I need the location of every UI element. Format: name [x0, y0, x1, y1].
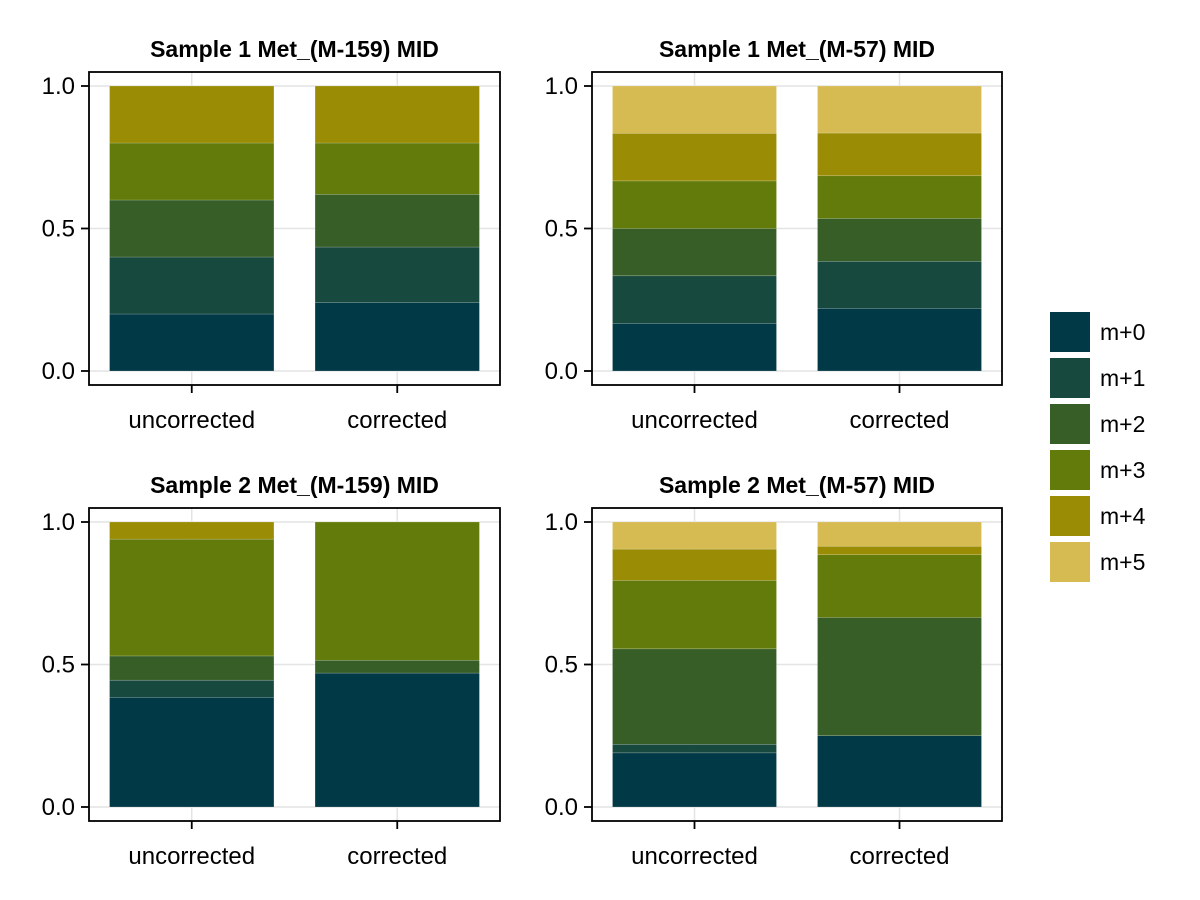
bar-segment-mplus5-uncorrected [612, 85, 777, 134]
bar-segment-mplus3-corrected [314, 142, 480, 195]
bar-segment-mplus0-corrected [817, 735, 982, 808]
y-tick-label: 0.0 [42, 358, 75, 385]
bar-segment-mplus0-corrected [817, 308, 982, 372]
bar-segment-mplus3-uncorrected [109, 142, 275, 201]
bar-segment-mplus1-corrected [817, 261, 982, 309]
legend-label: m+5 [1100, 549, 1145, 575]
bar-segment-mplus4-corrected [314, 85, 480, 144]
bar-segment-mplus0-uncorrected [109, 697, 275, 808]
legend-label: m+2 [1100, 411, 1145, 437]
bar-segment-mplus4-uncorrected [612, 133, 777, 182]
legend-label: m+3 [1100, 457, 1145, 483]
bar-segment-mplus3-uncorrected [612, 580, 777, 650]
bar-segment-mplus4-corrected [817, 545, 982, 556]
legend-label: m+0 [1100, 319, 1145, 345]
x-tick-label: uncorrected [128, 407, 255, 434]
legend-label: m+1 [1100, 365, 1145, 391]
y-tick-label: 0.0 [42, 794, 75, 821]
bar-segment-mplus3-uncorrected [612, 180, 777, 229]
x-tick-label: uncorrected [128, 843, 255, 870]
x-tick-label: corrected [849, 407, 949, 434]
chart-panels: Sample 1 Met_(M-159) MID 0.0 0.5 1.0 uncorre… [42, 36, 1003, 870]
bar-segment-mplus5-corrected [817, 85, 982, 134]
panel-title: Sample 2 Met_(M-159) MID [150, 472, 439, 498]
bar-segment-mplus0-corrected [314, 672, 480, 808]
legend-swatch-mplus3 [1050, 450, 1090, 490]
bar-segment-mplus2-corrected [817, 617, 982, 736]
y-tick-label: 1.0 [42, 73, 75, 100]
bar-segment-mplus3-corrected [314, 521, 480, 661]
panel-title: Sample 1 Met_(M-57) MID [659, 36, 935, 62]
bar-segment-mplus2-corrected [817, 218, 982, 262]
legend-swatch-mplus4 [1050, 496, 1090, 536]
y-tick-label: 0.5 [42, 216, 75, 243]
bar-segment-mplus5-uncorrected [612, 521, 777, 550]
bar-segment-mplus4-uncorrected [109, 85, 275, 144]
y-tick-label: 1.0 [42, 509, 75, 536]
bar-segment-mplus1-uncorrected [109, 679, 275, 698]
y-tick-label: 0.5 [545, 216, 578, 243]
bar-segment-mplus1-uncorrected [612, 275, 777, 324]
y-tick-label: 1.0 [545, 509, 578, 536]
legend-swatch-mplus5 [1050, 542, 1090, 582]
bar-segment-mplus2-corrected [314, 194, 480, 248]
chart-panel-4: Sample 2 Met_(M-57) MID 0.0 0.5 1.0 uncorrec… [545, 472, 1003, 870]
legend-swatch-mplus1 [1050, 358, 1090, 398]
bar-segment-mplus1-uncorrected [612, 744, 777, 754]
legend-label: m+4 [1100, 503, 1146, 529]
chart-panel-3: Sample 2 Met_(M-159) MID 0.0 0.5 1.0 uncorre… [42, 472, 501, 870]
bar-segment-mplus0-corrected [314, 302, 480, 372]
bar-segment-mplus5-corrected [817, 521, 982, 547]
bar-segment-mplus2-uncorrected [612, 228, 777, 277]
bar-segment-mplus4-uncorrected [612, 548, 777, 581]
bar-segment-mplus3-corrected [817, 175, 982, 219]
panel-title: Sample 2 Met_(M-57) MID [659, 472, 935, 498]
x-tick-label: corrected [849, 843, 949, 870]
y-tick-label: 0.0 [545, 358, 578, 385]
x-tick-label: uncorrected [631, 407, 758, 434]
bar-segment-mplus2-uncorrected [612, 648, 777, 745]
bar-segment-mplus2-corrected [314, 659, 480, 674]
panel-title: Sample 1 Met_(M-159) MID [150, 36, 439, 62]
bar-segment-mplus0-uncorrected [612, 323, 777, 372]
legend-swatch-mplus2 [1050, 404, 1090, 444]
chart-panel-2: Sample 1 Met_(M-57) MID 0.0 0.5 1.0 uncorrec… [545, 36, 1003, 434]
bar-segment-mplus1-corrected [314, 246, 480, 303]
bar-segment-mplus1-uncorrected [109, 256, 275, 315]
x-tick-label: corrected [347, 407, 447, 434]
bar-segment-mplus4-corrected [817, 132, 982, 177]
x-tick-label: corrected [347, 843, 447, 870]
y-tick-label: 0.5 [545, 652, 578, 679]
bar-segment-mplus2-uncorrected [109, 199, 275, 258]
legend-swatch-mplus0 [1050, 312, 1090, 352]
bar-segment-mplus0-uncorrected [612, 752, 777, 808]
x-tick-label: uncorrected [631, 843, 758, 870]
legend: m+0 m+1 m+2 m+3 m+4 m+5 [1050, 312, 1146, 582]
y-tick-label: 1.0 [545, 73, 578, 100]
bar-segment-mplus0-uncorrected [109, 313, 275, 372]
y-tick-label: 0.0 [545, 794, 578, 821]
bar-segment-mplus2-uncorrected [109, 655, 275, 681]
bar-segment-mplus3-corrected [817, 554, 982, 618]
chart-panel-1: Sample 1 Met_(M-159) MID 0.0 0.5 1.0 uncorre… [42, 36, 501, 434]
y-tick-label: 0.5 [42, 652, 75, 679]
bar-segment-mplus3-uncorrected [109, 538, 275, 657]
bar-segment-mplus4-uncorrected [109, 521, 275, 540]
